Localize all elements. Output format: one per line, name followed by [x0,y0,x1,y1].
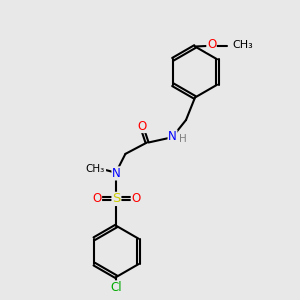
Text: O: O [138,119,147,133]
Text: N: N [112,167,121,180]
Text: H: H [179,134,187,145]
Text: N: N [168,130,177,143]
Text: O: O [92,192,101,206]
Text: O: O [131,192,140,206]
Text: O: O [207,38,216,52]
Text: CH₃: CH₃ [86,164,105,174]
Text: Cl: Cl [111,281,122,294]
Text: CH₃: CH₃ [232,40,253,50]
Text: S: S [112,192,121,206]
